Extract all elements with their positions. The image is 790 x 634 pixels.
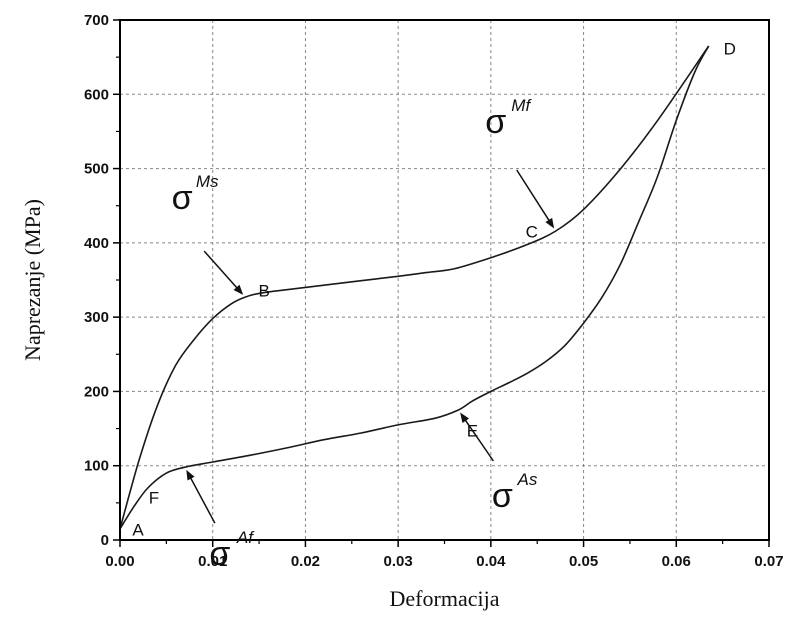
sigma-labels: σ Msσ Mfσ Asσ Af xyxy=(172,96,538,573)
x-tick-label: 0.01 xyxy=(198,553,227,570)
x-tick-label: 0.05 xyxy=(569,553,598,570)
y-tick-label: 0 xyxy=(101,532,109,549)
arrow-line-af xyxy=(189,476,216,524)
x-tick-label: 0.04 xyxy=(476,553,506,570)
y-axis-title: Naprezanje (MPa) xyxy=(20,199,45,361)
x-tick-label: 0.02 xyxy=(291,553,320,570)
arrow-head-af xyxy=(186,469,195,481)
point-label-d: D xyxy=(724,39,736,58)
arrow-head-ms xyxy=(233,284,244,295)
arrow-head-mf xyxy=(545,217,555,229)
sigma-symbol-af: σ xyxy=(209,535,230,573)
point-label-c: C xyxy=(526,222,538,241)
point-label-f: F xyxy=(149,489,159,508)
grid-lines xyxy=(120,20,769,540)
arrow-head-as xyxy=(460,412,470,423)
y-tick-label: 700 xyxy=(84,12,109,29)
point-label-a: A xyxy=(132,520,144,539)
x-tick-label: 0.00 xyxy=(105,553,134,570)
point-labels: A B C D E F xyxy=(132,39,736,539)
arrow-line-as xyxy=(464,418,495,462)
loading-curve xyxy=(119,45,710,530)
sigma-superscript-ms: Ms xyxy=(196,172,219,191)
x-tick-label: 0.03 xyxy=(384,553,413,570)
sigma-symbol-as: σ xyxy=(492,477,513,515)
point-label-e: E xyxy=(467,421,478,440)
sigma-symbol-mf: σ xyxy=(485,103,506,141)
x-axis-title: Deformacija xyxy=(390,586,500,611)
sigma-superscript-as: As xyxy=(516,470,537,489)
y-tick-label: 400 xyxy=(84,235,109,252)
unloading-curve xyxy=(119,45,710,530)
arrow-line-ms xyxy=(203,250,239,290)
sigma-superscript-mf: Mf xyxy=(511,96,532,115)
point-label-b: B xyxy=(258,282,269,301)
y-tick-label: 600 xyxy=(84,86,109,103)
axis-ticks: 0.00 0.01 0.02 0.03 0.04 0.05 0.06 0.07 0 100 200 3… xyxy=(84,12,784,570)
arrow-line-mf xyxy=(516,169,551,223)
x-tick-label: 0.07 xyxy=(754,553,783,570)
annotation-arrows xyxy=(186,169,555,524)
y-tick-label: 300 xyxy=(84,309,109,326)
y-tick-label: 200 xyxy=(84,383,109,400)
y-tick-label: 100 xyxy=(84,458,109,475)
sigma-superscript-af: Af xyxy=(236,528,255,547)
plot-frame xyxy=(119,19,770,541)
y-tick-label: 500 xyxy=(84,161,109,178)
series-lines xyxy=(119,45,710,530)
x-tick-label: 0.06 xyxy=(662,553,691,570)
sigma-symbol-ms: σ xyxy=(172,179,193,217)
